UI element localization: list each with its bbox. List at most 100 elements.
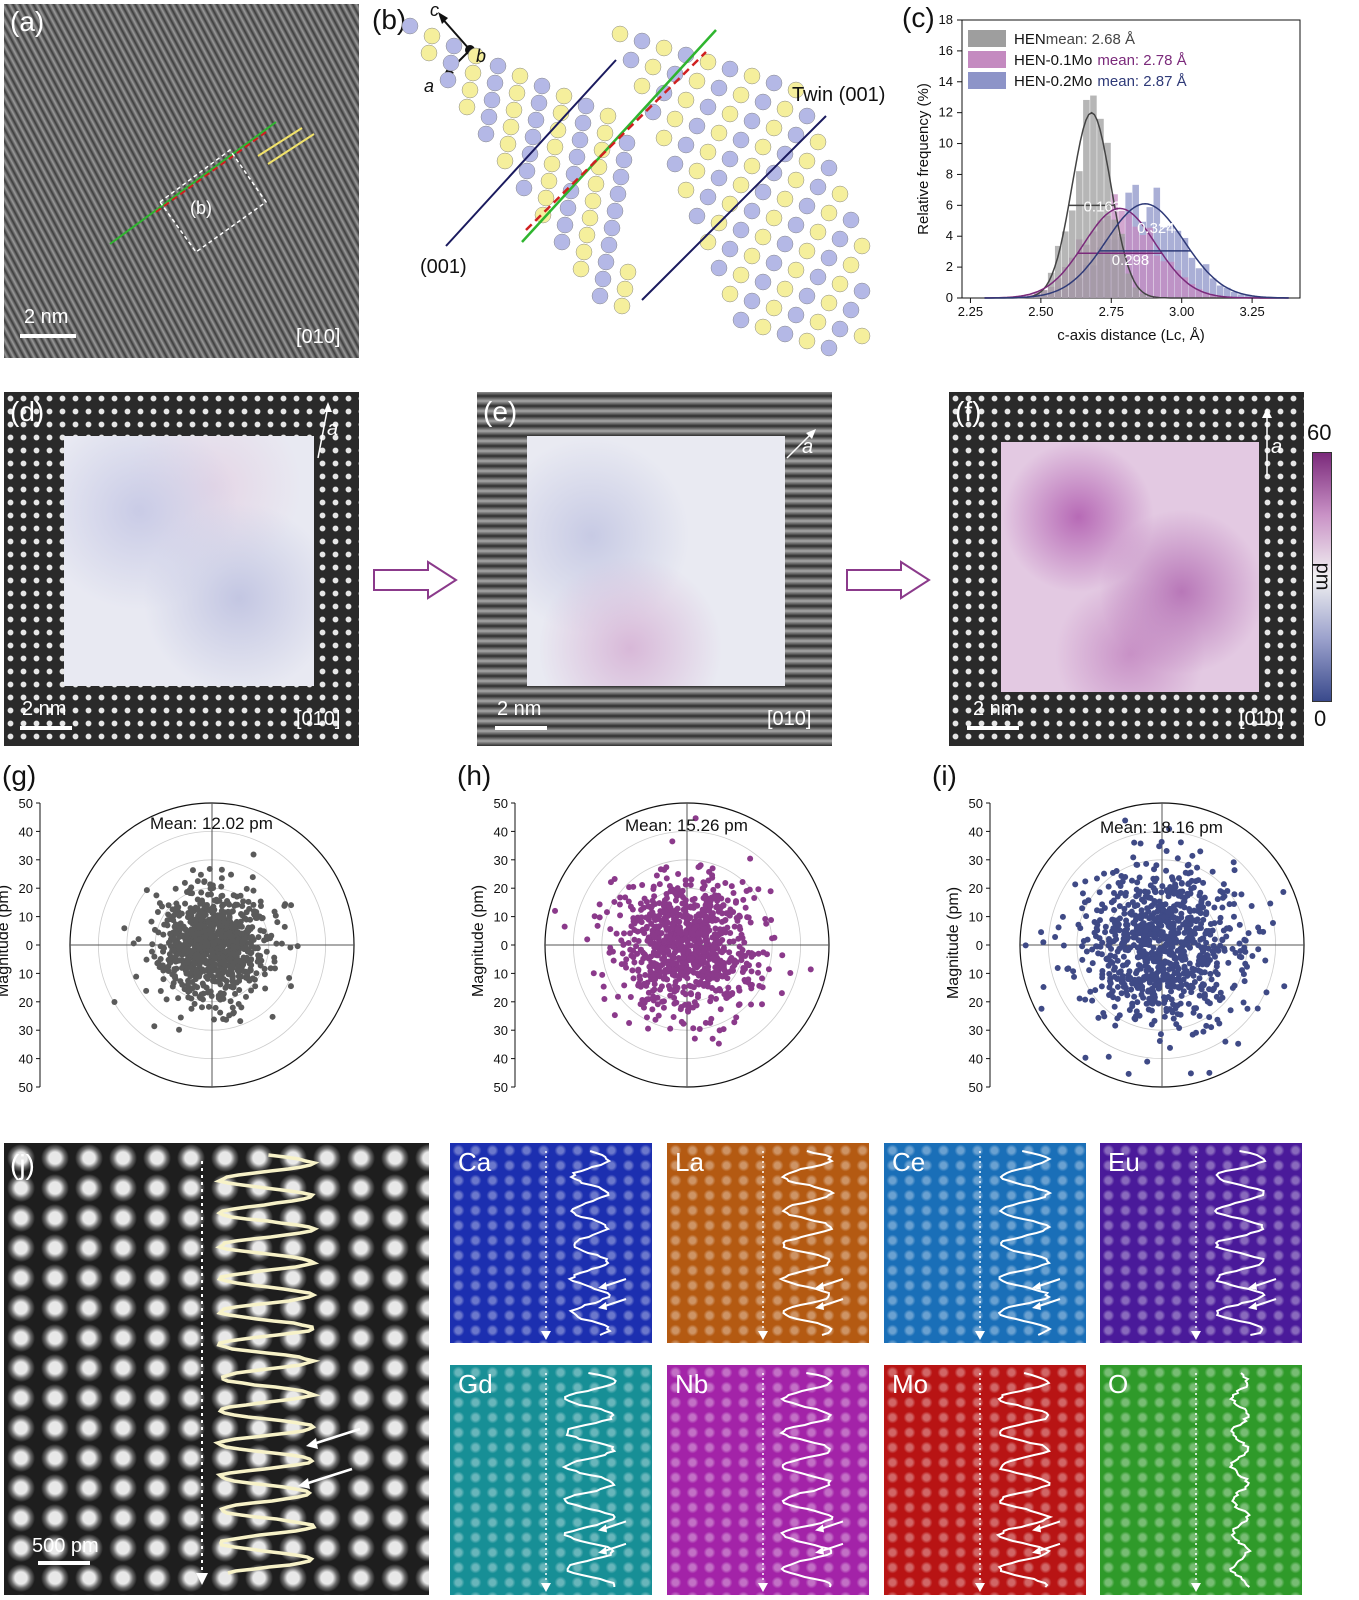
displacement-point (685, 948, 692, 955)
atom-left (423, 27, 441, 45)
hist-bar-HEN (1054, 245, 1062, 298)
panel-d-scalebar (20, 726, 72, 730)
displacement-point (1055, 924, 1062, 931)
hist-bar-HEN-0.2Mo (1174, 230, 1182, 298)
atom-left (597, 253, 615, 271)
displacement-point (1181, 904, 1188, 911)
displacement-point (151, 1023, 158, 1030)
element-map-profile (975, 1372, 1061, 1592)
displacement-point (1168, 988, 1175, 995)
displacement-point (247, 916, 254, 923)
element-map-label: Eu (1108, 1147, 1140, 1177)
atom-left (543, 155, 561, 173)
displacement-point (1170, 951, 1177, 958)
arrow-head (815, 1282, 824, 1290)
displacement-point (1177, 1000, 1184, 1007)
atom-right (787, 306, 805, 324)
x-axis-label: c-axis distance (Lc, Å) (1057, 327, 1205, 344)
displacement-point (1230, 913, 1237, 920)
displacement-point (1148, 1021, 1155, 1028)
displacement-point (697, 979, 704, 986)
displacement-point (1134, 999, 1141, 1006)
displacement-point (191, 1000, 198, 1007)
displacement-point (1178, 992, 1185, 999)
displacement-point (1142, 893, 1149, 900)
displacement-point (230, 1009, 237, 1016)
displacement-point (1089, 960, 1096, 967)
displacement-point (1210, 985, 1217, 992)
displacement-point (1117, 890, 1124, 897)
displacement-point (1139, 948, 1146, 955)
displacement-point (687, 914, 694, 921)
arrow-2 (301, 1467, 353, 1487)
displacement-point (1200, 916, 1207, 923)
displacement-point (1115, 921, 1122, 928)
displacement-point (681, 984, 688, 991)
displacement-point (1122, 946, 1129, 953)
displacement-point (1184, 862, 1191, 869)
displacement-point (188, 1005, 195, 1012)
panel-a-zone-axis: [010] (296, 326, 341, 348)
polar-ytick-label: 30 (969, 853, 983, 868)
hist-bar-HEN-0.1Mo (1195, 289, 1203, 298)
displacement-point (635, 966, 642, 973)
atom-right (721, 60, 739, 78)
displacement-point (218, 893, 225, 900)
element-map-profile (758, 1150, 844, 1340)
displacement-point (1226, 925, 1233, 932)
displacement-point (740, 896, 747, 903)
displacement-point (641, 999, 648, 1006)
intensity-profile (995, 1372, 1054, 1588)
y-axis-label: Relative frequency (%) (915, 83, 932, 235)
panel-e-scalebar-label: 2 nm (497, 698, 542, 720)
displacement-point (175, 950, 182, 957)
displacement-point (601, 996, 608, 1003)
atom-right (798, 107, 816, 125)
displacement-point (728, 954, 735, 961)
legend-swatch-HEN-0.2Mo (968, 72, 1006, 89)
displacement-point (739, 879, 746, 886)
displacement-point (1093, 875, 1100, 882)
displacement-point (170, 912, 177, 919)
displacement-point (1219, 904, 1226, 911)
atom-right (699, 98, 717, 116)
displacement-point (643, 1014, 650, 1021)
atom-right (831, 320, 849, 338)
displacement-point (187, 910, 194, 917)
displacement-point (221, 967, 228, 974)
displacement-point (188, 884, 195, 891)
atom-right (699, 233, 717, 251)
displacement-point (660, 1004, 667, 1011)
displacement-point (205, 919, 212, 926)
panel-i-mean: Mean: 18.16 pm (1100, 818, 1223, 837)
displacement-point (1075, 921, 1082, 928)
displacement-point (1082, 996, 1089, 1003)
displacement-point (1158, 838, 1165, 845)
atom-right (809, 268, 827, 286)
element-map-profile (541, 1150, 627, 1340)
displacement-point (261, 971, 268, 978)
displacement-point (702, 892, 709, 899)
ytick-label: 14 (939, 74, 953, 89)
displacement-point (1220, 881, 1227, 888)
plane-001-label: (001) (420, 256, 467, 278)
atom-right (732, 221, 750, 239)
displacement-point (1071, 973, 1078, 980)
displacement-point (273, 940, 280, 947)
displacement-point (1169, 961, 1176, 968)
displacement-point (1038, 929, 1045, 936)
legend-swatch-HEN-0.1Mo (968, 51, 1006, 68)
displacement-point (687, 882, 694, 889)
displacement-point (151, 926, 158, 933)
displacement-point (708, 994, 715, 1001)
displacement-point (690, 931, 697, 938)
displacement-point (163, 996, 170, 1003)
displacement-point (725, 984, 732, 991)
displacement-point (748, 1001, 755, 1008)
displacement-point (192, 990, 199, 997)
displacement-point (241, 915, 248, 922)
displacement-point (702, 916, 709, 923)
hist-bar-HEN-0.2Mo (1209, 278, 1217, 298)
atom-left (489, 57, 507, 75)
hist-bar-HEN-0.2Mo (1153, 187, 1161, 298)
